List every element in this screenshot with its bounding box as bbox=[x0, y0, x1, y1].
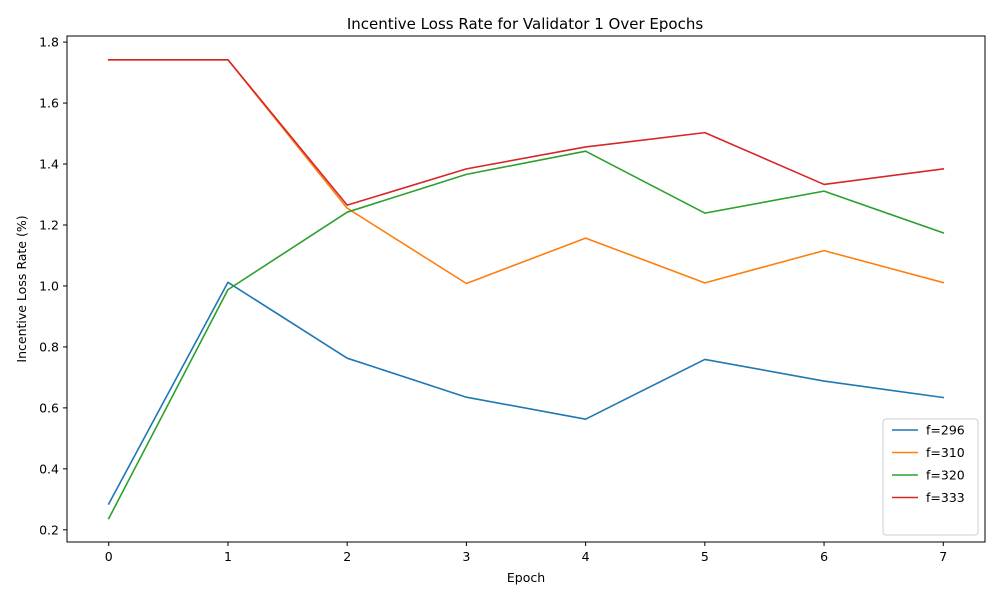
series-line-f-310 bbox=[107, 58, 945, 285]
x-axis: 0 1 2 3 4 5 6 7 bbox=[105, 542, 947, 564]
x-tick-label: 5 bbox=[701, 549, 709, 564]
x-tick-label: 3 bbox=[462, 549, 470, 564]
x-tick-label: 7 bbox=[939, 549, 947, 564]
y-axis: 0.2 0.4 0.6 0.8 1.0 1.2 1.4 1.6 1.8 bbox=[39, 35, 67, 537]
series-line-f-296 bbox=[107, 281, 945, 505]
legend-items: f=296 f=310 f=320 f=333 bbox=[892, 423, 965, 505]
series-layer bbox=[107, 58, 945, 520]
legend-box bbox=[882, 418, 979, 536]
plot-frame bbox=[66, 35, 986, 543]
plot-area bbox=[66, 35, 986, 543]
y-tick-label: 0.2 bbox=[39, 522, 59, 537]
x-tick-label: 4 bbox=[582, 549, 590, 564]
x-tick-label: 2 bbox=[343, 549, 351, 564]
series-line-f-333 bbox=[107, 58, 945, 206]
x-tick-label: 6 bbox=[820, 549, 828, 564]
y-tick-label: 1.6 bbox=[39, 96, 59, 111]
y-tick-label: 1.4 bbox=[39, 157, 59, 172]
y-tick-label: 0.8 bbox=[39, 339, 59, 354]
x-tick-label: 1 bbox=[224, 549, 232, 564]
legend: f=296 f=310 f=320 f=333 bbox=[882, 418, 979, 536]
chart-title: Incentive Loss Rate for Validator 1 Over… bbox=[347, 15, 703, 33]
series-line-f-320 bbox=[107, 150, 945, 520]
y-tick-label: 1.8 bbox=[39, 35, 59, 50]
y-axis-title: Incentive Loss Rate (%) bbox=[14, 215, 29, 362]
y-tick-label: 0.4 bbox=[39, 461, 59, 476]
y-tick-label: 1.0 bbox=[39, 278, 59, 293]
y-tick-label: 0.6 bbox=[39, 400, 59, 415]
x-tick-label: 0 bbox=[105, 549, 113, 564]
y-tick-label: 1.2 bbox=[39, 217, 59, 232]
legend-label: f=310 bbox=[926, 445, 965, 460]
x-axis-title: Epoch bbox=[507, 570, 545, 585]
legend-label: f=333 bbox=[926, 490, 965, 505]
legend-label: f=296 bbox=[926, 423, 965, 438]
legend-label: f=320 bbox=[926, 468, 965, 483]
